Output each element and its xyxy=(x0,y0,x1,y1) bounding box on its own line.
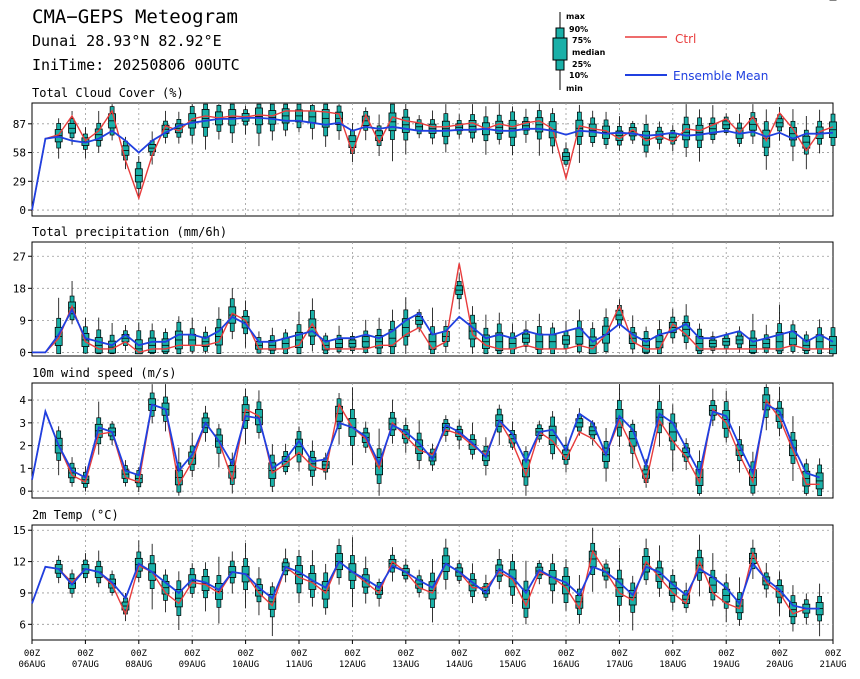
y-tick-label: 0 xyxy=(19,204,26,217)
x-tick-label-hour: 00Z xyxy=(398,649,415,659)
y-tick-label: 3 xyxy=(19,417,26,430)
panel-title: 10m wind speed (m/s) xyxy=(32,366,177,380)
station-location: Dunai 28.93°N 82.92°E xyxy=(32,32,222,50)
ctrl-series-line xyxy=(32,263,833,354)
x-tick-label-hour: 00Z xyxy=(24,649,41,659)
y-tick-label: 18 xyxy=(13,282,26,295)
y-tick-label: 27 xyxy=(13,250,26,263)
panel-frame xyxy=(31,524,834,641)
x-tick-label-date: 11AUG xyxy=(285,660,312,670)
x-tick-label-date: 12AUG xyxy=(339,660,366,670)
x-tick-label-date: 08AUG xyxy=(125,660,152,670)
x-tick-label-hour: 00Z xyxy=(825,649,842,659)
panel-title: 2m Temp (°C) xyxy=(32,508,119,522)
y-tick-label: 29 xyxy=(13,175,26,188)
x-tick-label-hour: 00Z xyxy=(237,649,254,659)
x-tick-label-date: 07AUG xyxy=(72,660,99,670)
legend-p75: 75% xyxy=(572,36,592,45)
x-tick-label-date: 18AUG xyxy=(659,660,686,670)
x-tick-label-date: 19AUG xyxy=(713,660,740,670)
legend-min: min xyxy=(566,84,583,93)
box-legend-icon xyxy=(552,12,568,90)
ctrl-legend-label: Ctrl xyxy=(675,32,697,46)
legend-median: median xyxy=(572,48,606,57)
x-tick-label-date: 17AUG xyxy=(606,660,633,670)
legend-max: max xyxy=(566,12,585,21)
panel-title: Total Cloud Cover (%) xyxy=(32,86,184,100)
meteogram-header: CMA−GEPS Meteogram Dunai 28.93°N 82.92°E… xyxy=(0,0,860,95)
x-tick-label-date: 14AUG xyxy=(446,660,473,670)
ensemble-mean-series-line xyxy=(31,560,820,610)
x-tick-label-hour: 00Z xyxy=(451,649,468,659)
y-tick-label: 2 xyxy=(19,440,26,453)
y-tick-label: 1 xyxy=(19,462,26,475)
init-time: IniTime: 20250806 00UTC xyxy=(32,56,240,74)
y-tick-label: 87 xyxy=(13,118,26,131)
y-tick-label: 9 xyxy=(19,587,26,600)
x-tick-label-hour: 00Z xyxy=(344,649,361,659)
ensemble-mean-series-line xyxy=(31,117,834,211)
x-tick-label-hour: 00Z xyxy=(718,649,735,659)
x-tick-label-date: 16AUG xyxy=(552,660,579,670)
x-tick-label-hour: 00Z xyxy=(504,649,521,659)
mean-legend-label: Ensemble Mean xyxy=(673,69,769,83)
x-tick-label-hour: 00Z xyxy=(665,649,682,659)
x-tick-label-date: 13AUG xyxy=(392,660,419,670)
x-tick-label-hour: 00Z xyxy=(131,649,148,659)
legend-p90: 90% xyxy=(569,25,589,34)
x-tick-label-hour: 00Z xyxy=(771,649,788,659)
panel-frame xyxy=(31,241,834,357)
x-tick-label-date: 09AUG xyxy=(179,660,206,670)
y-tick-label: 12 xyxy=(13,556,26,569)
legend-p10: 10% xyxy=(569,71,589,80)
x-tick-label-date: 06AUG xyxy=(18,660,45,670)
box-iqr xyxy=(134,339,143,355)
y-tick-label: 58 xyxy=(13,147,26,160)
mean-legend-line xyxy=(625,74,667,76)
ctrl-legend-line xyxy=(625,36,667,38)
legend-p25: 25% xyxy=(572,60,592,69)
y-tick-label: 6 xyxy=(19,618,26,631)
x-tick-label-hour: 00Z xyxy=(611,649,628,659)
y-tick-label: 9 xyxy=(19,314,26,327)
panel-title: Total precipitation (mm/6h) xyxy=(32,225,227,239)
ensemble-mean-series-line xyxy=(32,307,834,354)
x-tick-label-date: 20AUG xyxy=(766,660,793,670)
x-tick-label-date: 21AUG xyxy=(819,660,846,670)
x-tick-label-hour: 00Z xyxy=(291,649,308,659)
y-tick-label: 4 xyxy=(19,394,26,407)
page-title: CMA−GEPS Meteogram xyxy=(32,6,238,28)
x-tick-label-date: 15AUG xyxy=(499,660,526,670)
x-tick-label-hour: 00Z xyxy=(184,649,201,659)
ensemble-mean-series-line xyxy=(31,403,820,480)
ctrl-series-line xyxy=(31,549,820,616)
x-tick-label-hour: 00Z xyxy=(558,649,575,659)
y-tick-label: 0 xyxy=(19,346,26,359)
x-tick-label-hour: 00Z xyxy=(77,649,94,659)
y-tick-label: 0 xyxy=(19,485,26,498)
panel-frame xyxy=(31,382,834,499)
y-tick-label: 15 xyxy=(13,524,26,537)
ctrl-series-line xyxy=(31,109,834,211)
x-tick-label-date: 10AUG xyxy=(232,660,259,670)
